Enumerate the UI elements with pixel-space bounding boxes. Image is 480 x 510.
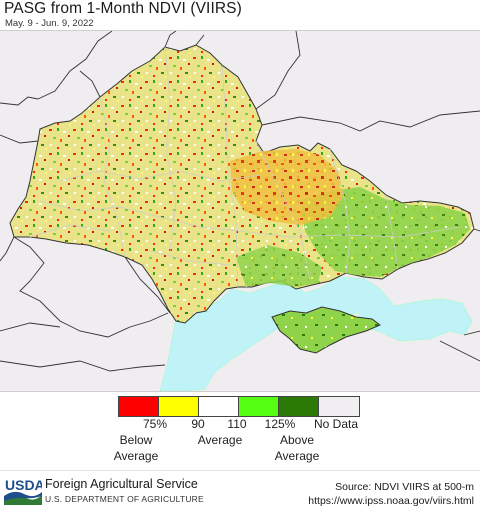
legend-above-line2: Average <box>274 449 320 463</box>
legend-tick-110: 110 <box>227 417 247 431</box>
map-title: PASG from 1-Month NDVI (VIIRS) <box>4 0 242 17</box>
legend-tick-75: 75% <box>142 417 168 431</box>
central-red-zone <box>230 149 344 225</box>
southern-green-zone <box>236 245 322 287</box>
date-range: May. 9 - Jun. 9, 2022 <box>5 18 94 29</box>
legend-tick-125: 125% <box>264 417 296 431</box>
legend-above-line1: Above <box>279 433 315 447</box>
department-name: U.S. DEPARTMENT OF AGRICULTURE <box>45 494 204 504</box>
country-borders <box>0 31 480 372</box>
legend-above-average-label: Above Average <box>275 432 319 464</box>
legend-swatch-75-90 <box>159 397 199 416</box>
legend-swatch-110-125 <box>239 397 279 416</box>
source-url[interactable]: https://www.ipss.noaa.gov/viirs.html <box>308 495 474 507</box>
legend-below-average-label: Below Average <box>114 432 158 464</box>
crimea <box>271 306 381 354</box>
legend-color-bar <box>118 396 360 417</box>
black-sea <box>159 276 473 391</box>
legend-no-data-label: No Data <box>313 417 359 431</box>
legend-swatch-90-110 <box>199 397 239 416</box>
legend-swatch-above-125 <box>279 397 319 416</box>
legend-below-line1: Below <box>119 433 153 447</box>
legend-swatch-below-75 <box>119 397 159 416</box>
legend-average-label: Average <box>197 433 243 447</box>
map-canvas <box>0 31 480 391</box>
eastern-green-zone <box>300 187 470 277</box>
footer-divider <box>0 470 480 471</box>
ndvi-map <box>0 30 480 392</box>
legend-below-line2: Average <box>113 449 159 463</box>
usda-logo: USDA <box>4 477 42 505</box>
legend-tick-90: 90 <box>191 417 205 431</box>
legend-swatch-no-data <box>319 397 359 416</box>
agency-name: Foreign Agricultural Service <box>45 477 198 491</box>
oblast-boundaries <box>29 46 461 288</box>
svg-text:USDA: USDA <box>5 477 42 493</box>
data-source: Source: NDVI VIIRS at 500-m <box>335 481 474 493</box>
